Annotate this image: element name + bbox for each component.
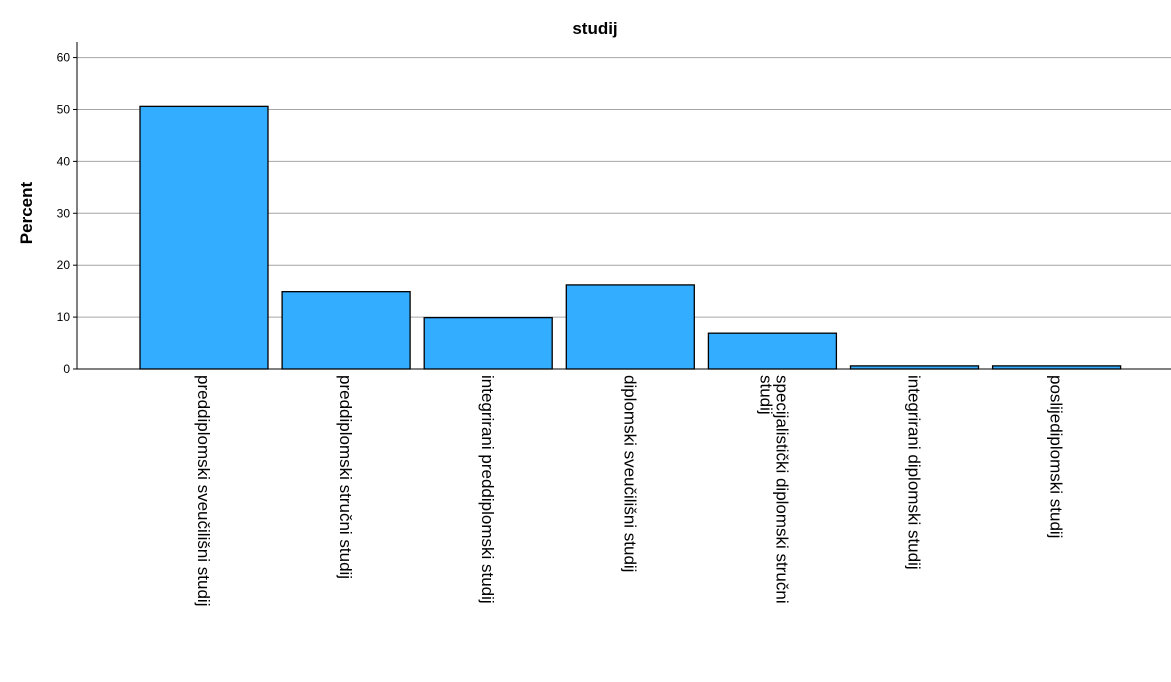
x-category-label-line: diplomski sveučilišni studij: [620, 375, 639, 572]
x-category-label: preddiplomski stručni studij: [336, 375, 355, 579]
x-category-label-line: preddiplomski stručni studij: [336, 375, 355, 579]
x-category-label: poslijediplomski studij: [1047, 375, 1066, 538]
bars: [139, 105, 1122, 370]
y-tick-label: 10: [57, 310, 71, 324]
x-category-label: integrirani preddiplomski studij: [478, 375, 497, 604]
chart-title: studij: [572, 19, 617, 38]
y-tick-label: 50: [57, 102, 71, 116]
bar: [423, 316, 553, 370]
bar: [281, 291, 411, 370]
bar: [707, 332, 838, 370]
x-category-label-line: studij: [756, 375, 775, 415]
y-axis-ticks: 0 10 20 30 40 50 60: [57, 51, 77, 376]
y-tick-label: 0: [63, 362, 70, 376]
bar: [565, 284, 695, 370]
bar: [139, 105, 269, 370]
x-category-label: diplomski sveučilišni studij: [620, 375, 639, 572]
x-category-label-line: integrirani preddiplomski studij: [478, 375, 497, 604]
x-category-label: integrirani diplomski studij: [905, 375, 924, 570]
y-tick-label: 40: [57, 154, 71, 168]
x-category-label-line: poslijediplomski studij: [1047, 375, 1066, 538]
y-tick-label: 30: [57, 206, 71, 220]
x-category-label-line: preddiplomski sveučilišni studij: [194, 375, 213, 606]
y-tick-label: 60: [57, 51, 71, 65]
x-category-label: preddiplomski sveučilišni studij: [194, 375, 213, 606]
y-tick-label: 20: [57, 258, 71, 272]
x-category-label-line: integrirani diplomski studij: [905, 375, 924, 570]
x-axis-category-labels: preddiplomski sveučilišni studij preddipl…: [194, 375, 1066, 606]
x-category-label-line: specijalistički diplomski stručni: [772, 375, 791, 604]
y-axis-label: Percent: [17, 181, 36, 244]
